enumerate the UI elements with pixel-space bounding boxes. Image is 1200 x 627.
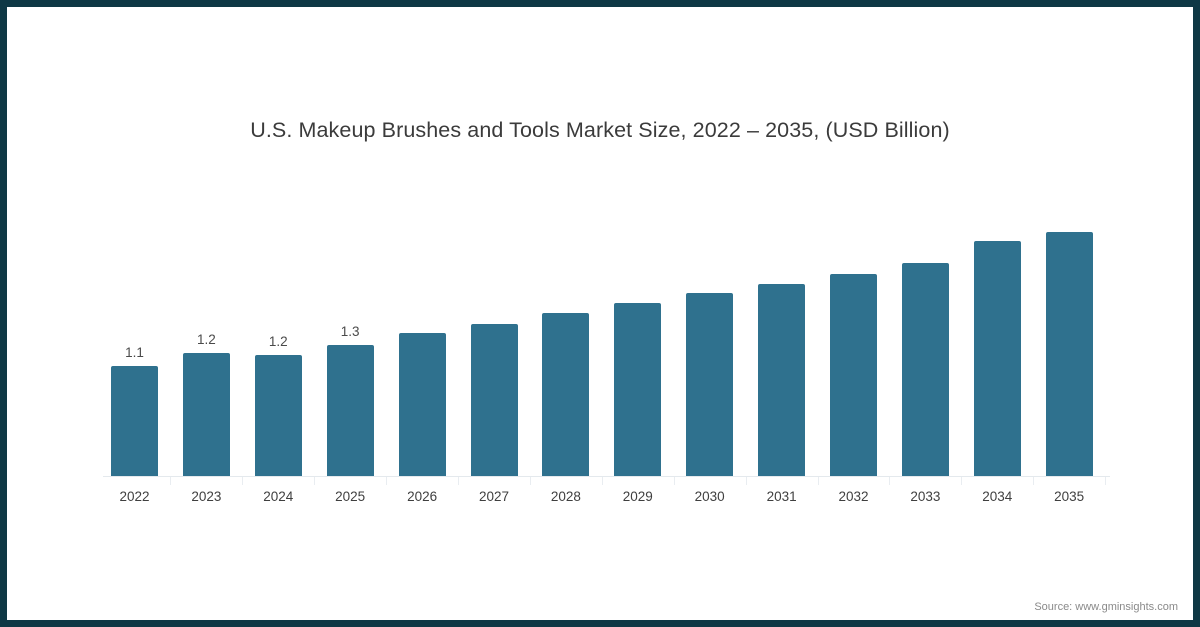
bar-2029 [614,303,662,476]
bar-2022 [111,366,158,476]
axis-tick [170,477,172,485]
x-axis-line [103,476,1110,477]
bar-2028 [542,313,590,476]
x-axis-label-2032: 2032 [838,489,869,504]
x-axis-label-2031: 2031 [766,489,797,504]
x-axis-label-2026: 2026 [407,489,438,504]
axis-tick [817,477,819,485]
plot-area: 1.1 1.2 1.2 1.3 [100,180,1110,485]
x-axis-label-2025: 2025 [335,489,366,504]
x-axis-label-2027: 2027 [478,489,510,504]
bar-2023 [182,353,230,476]
bar-2032 [830,274,877,476]
axis-tick [745,477,747,485]
axis-tick [386,477,388,485]
axis-tick [961,477,963,485]
chart-title: U.S. Makeup Brushes and Tools Market Siz… [250,118,950,142]
bar-2026 [398,333,446,476]
bar-2027 [470,324,518,476]
bar-value-label-2024: 1.2 [268,334,288,349]
axis-tick [529,477,531,485]
x-axis-label-2029: 2029 [622,489,653,504]
x-axis-label-2034: 2034 [982,489,1013,504]
x-axis-label-2033: 2033 [910,489,941,504]
axis-tick [1105,477,1107,485]
x-axis-label-2035: 2035 [1054,489,1085,504]
axis-tick [314,477,316,485]
axis-tick [458,477,460,485]
bar-2031 [758,284,806,476]
source-attribution: Source: www.gminsights.com [1034,601,1178,613]
x-axis-label-2023: 2023 [191,489,222,504]
x-axis-label-2028: 2028 [550,489,581,504]
bar-value-label-2023: 1.2 [197,332,216,347]
axis-tick [1033,477,1035,485]
bar-2024 [254,355,302,476]
bar-2034 [973,241,1021,476]
x-axis-label-2024: 2024 [263,489,294,504]
bar-2035 [1045,232,1093,476]
bar-2025 [326,345,374,476]
bar-2033 [901,263,949,476]
axis-tick [889,477,891,485]
bar-value-label-2022: 1.1 [125,345,144,360]
axis-tick [601,477,603,485]
x-axis-label-2022: 2022 [119,489,150,504]
axis-tick [242,477,244,485]
axis-tick [673,477,675,485]
bar-2030 [686,293,734,476]
bar-value-label-2025: 1.3 [340,324,360,339]
x-axis-label-2030: 2030 [694,489,725,504]
